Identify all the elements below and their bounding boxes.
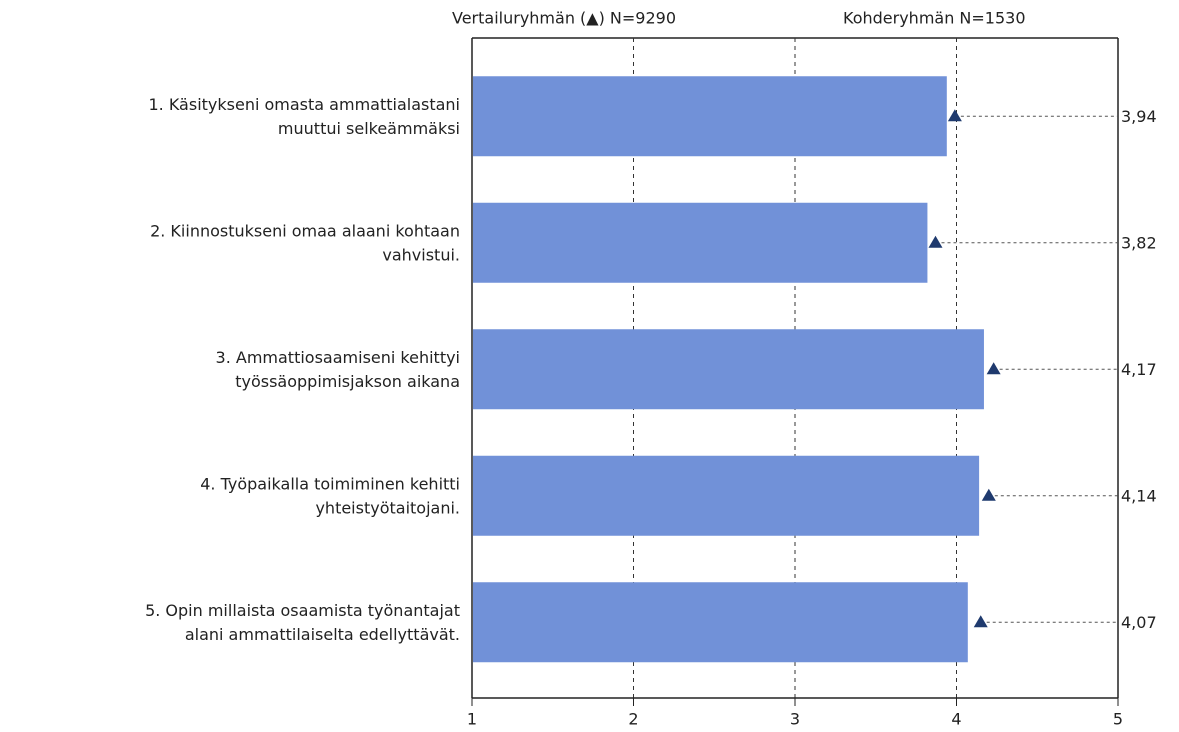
bar bbox=[473, 582, 968, 663]
bar bbox=[473, 329, 984, 410]
comparison-marker bbox=[986, 362, 1001, 375]
legend-target: Kohderyhmän N=1530 bbox=[843, 9, 1026, 28]
category-label: 3. Ammattiosaamiseni kehittyi bbox=[216, 348, 460, 367]
bar bbox=[473, 202, 928, 283]
category-label: 5. Opin millaista osaamista työnantajat bbox=[145, 601, 460, 620]
bar bbox=[473, 455, 980, 536]
category-label: yhteistyötaitojani. bbox=[315, 498, 460, 517]
category-label: alani ammattilaiselta edellyttävät. bbox=[185, 625, 460, 644]
category-label: 4. Työpaikalla toimiminen kehitti bbox=[200, 474, 460, 493]
x-tick-label: 5 bbox=[1113, 710, 1123, 729]
category-label: työssäoppimisjakson aikana bbox=[235, 372, 460, 391]
legend-comparison: Vertailuryhmän (▲) N=9290 bbox=[452, 9, 676, 28]
comparison-marker bbox=[947, 109, 962, 122]
x-tick-label: 2 bbox=[628, 710, 638, 729]
category-label: 1. Käsitykseni omasta ammattialastani bbox=[148, 95, 460, 114]
value-label: 4,14 bbox=[1121, 486, 1157, 505]
comparison-marker bbox=[928, 235, 943, 248]
value-label: 4,07 bbox=[1121, 613, 1157, 632]
comparison-marker bbox=[981, 488, 996, 501]
category-label: muuttui selkeämmäksi bbox=[278, 119, 460, 138]
x-tick-label: 1 bbox=[467, 710, 477, 729]
value-label: 3,82 bbox=[1121, 233, 1157, 252]
value-label: 3,94 bbox=[1121, 107, 1157, 126]
bar bbox=[473, 76, 947, 157]
value-label: 4,17 bbox=[1121, 360, 1157, 379]
x-tick-label: 3 bbox=[790, 710, 800, 729]
category-label: vahvistui. bbox=[382, 245, 460, 264]
comparison-marker bbox=[973, 615, 988, 628]
category-label: 2. Kiinnostukseni omaa alaani kohtaan bbox=[150, 221, 460, 240]
x-tick-label: 4 bbox=[951, 710, 961, 729]
